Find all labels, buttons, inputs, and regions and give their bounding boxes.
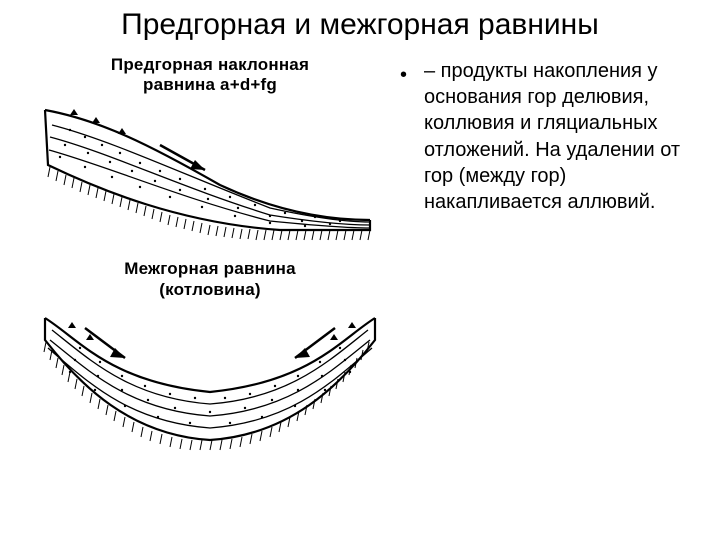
figure-2-diagram [30,300,390,460]
slide-title: Предгорная и межгорная равнины [0,0,720,43]
figure-1-caption-formula: a+d+fg [220,75,277,94]
bullet-item: • – продукты накопления у основания гор … [400,58,700,216]
flow-arrow-right-icon [295,328,335,358]
figure-2-caption-line2: (котловина) [159,280,260,299]
text-column: • – продукты накопления у основания гор … [400,53,700,461]
figure-2-caption-line1: Межгорная равнина [124,259,296,278]
figure-1-caption-line1: Предгорная наклонная [111,55,309,74]
figure-2-caption: Межгорная равнина (котловина) [30,259,390,300]
figure-1-caption: Предгорная наклонная равнина a+d+fg [30,55,390,96]
figures-column: Предгорная наклонная равнина a+d+fg [30,53,400,461]
figure-1-caption-line2a: равнина [143,75,220,94]
figure-1-diagram [30,95,380,245]
bullet-marker-icon: • [400,58,424,216]
content-row: Предгорная наклонная равнина a+d+fg [0,43,720,461]
bullet-text: – продукты накопления у основания гор де… [424,58,700,216]
flow-arrow-left-icon [85,328,125,358]
